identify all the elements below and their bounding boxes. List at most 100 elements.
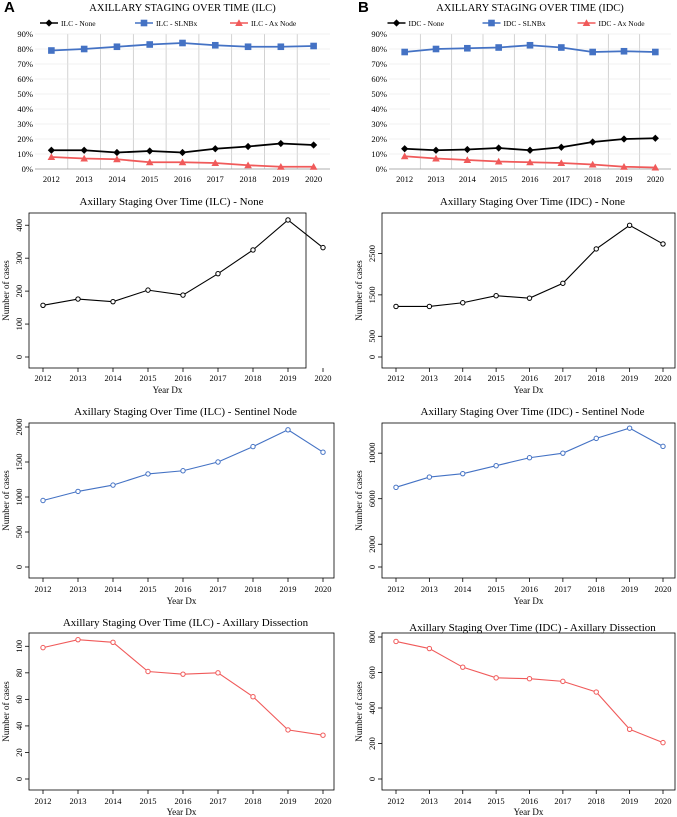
x-tick-label: 2020 [655,373,672,383]
y-tick-label: 50% [17,89,33,99]
data-point [285,727,291,733]
y-tick-label: 200 [14,285,24,298]
y-tick-label: 2000 [14,419,24,436]
x-tick-label: 2014 [454,373,472,383]
data-point [75,296,81,302]
chart-title: Axillary Staging Over Time (IDC) - None [440,196,625,208]
data-point [494,157,503,165]
y-tick-label: 0 [14,565,24,569]
x-tick-label: 2013 [76,174,93,184]
data-point [146,41,154,48]
y-tick-label: 1500 [367,286,377,303]
data-point [560,678,566,685]
x-tick-label: 2014 [105,584,123,594]
y-tick-label: 60% [371,74,387,84]
x-tick-label: 2012 [388,584,405,594]
x-tick-label: 2020 [655,584,672,594]
data-point [393,303,399,310]
x-tick-label: 2016 [175,373,192,383]
x-tick-label: 2020 [315,796,332,806]
y-tick-label: 800 [367,631,377,644]
x-tick-label: 2017 [554,373,571,383]
x-tick-label: 2016 [174,174,191,184]
x-tick-label: 2018 [245,584,262,594]
data-point [179,39,186,47]
data-point [110,482,116,488]
data-point [560,450,566,456]
data-point [110,298,116,305]
legend-label: ILC - None [61,19,96,28]
x-axis-label: Year Dx [153,385,183,395]
x-tick-label: 2019 [272,174,289,184]
x-axis-label: Year Dx [514,596,544,606]
legend-label: ILC - Ax Node [251,19,297,28]
data-point [400,152,409,160]
y-tick-label: 1500 [14,454,24,471]
x-tick-label: 2015 [490,174,507,184]
chart-title: Axillary Staging Over Time (IDC) - Axill… [409,622,656,634]
legend-label: ILC - SLNBx [156,19,198,28]
y-tick-label: 20% [371,134,387,144]
y-tick-label: 60% [17,74,33,84]
data-point [145,158,154,166]
y-tick-label: 600 [367,666,377,679]
y-tick-label: 80% [17,44,33,54]
data-point [588,160,597,168]
data-point [660,241,666,247]
x-tick-label: 2015 [140,796,157,806]
x-tick-label: 2013 [428,174,445,184]
x-tick-label: 2018 [240,174,257,184]
x-tick-label: 2012 [35,796,52,806]
data-point [620,47,628,55]
data-point [393,484,399,491]
x-tick-label: 2016 [175,796,192,806]
x-tick-label: 2015 [488,373,505,383]
data-point [463,145,471,154]
series-line [42,639,324,736]
data-point [495,44,502,51]
y-tick-label: 100 [14,318,24,331]
data-point [145,668,151,675]
y-tick-label: 40 [14,722,24,731]
y-tick-label: 0% [376,164,387,174]
y-tick-label: 0 [367,777,377,781]
data-point [320,449,326,455]
y-tick-label: 500 [14,526,24,539]
x-tick-label: 2019 [621,373,638,383]
data-point [250,247,256,253]
data-point [401,145,409,153]
data-point [560,280,566,286]
y-tick-label: 10% [371,149,387,159]
data-point [620,162,628,170]
y-axis-label: Number of cases [1,470,11,531]
data-point [80,45,88,53]
data-point [626,222,633,228]
x-tick-label: 2013 [70,373,87,383]
data-point [526,295,533,301]
data-point [660,739,666,746]
chart-idc-ax: Axillary Staging Over Time (IDC) - Axill… [354,622,676,817]
x-axis-label: Year Dx [167,807,197,817]
data-point [215,459,221,465]
y-tick-label: 20% [17,134,33,144]
legend-marker [488,19,495,27]
x-tick-label: 2016 [521,584,538,594]
x-tick-label: 2015 [140,373,157,383]
data-point [493,462,499,469]
data-point [651,163,660,171]
y-tick-label: 6000 [367,490,377,507]
legend-marker [45,19,53,27]
x-tick-label: 2012 [388,373,405,383]
x-tick-label: 2020 [315,373,332,383]
x-tick-label: 2015 [488,796,505,806]
y-tick-label: 40% [17,104,33,114]
x-tick-label: 2018 [588,373,605,383]
chart-title: Axillary Staging Over Time (ILC) - Axill… [63,617,309,629]
data-point [146,147,154,155]
data-point [526,158,534,166]
y-tick-label: 200 [367,737,377,750]
x-tick-label: 2016 [521,373,538,383]
data-point [244,142,252,151]
chart-title: Axillary Staging Over Time (IDC) - Senti… [421,406,645,418]
x-tick-label: 2014 [459,174,477,184]
